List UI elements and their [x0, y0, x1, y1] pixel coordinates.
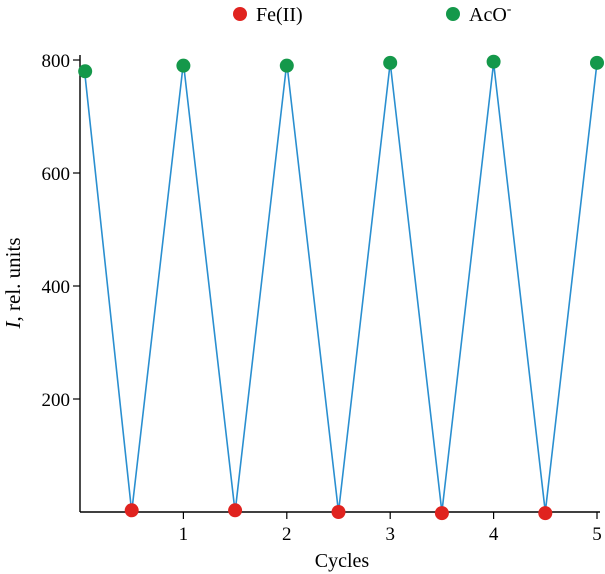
point-aco	[486, 54, 501, 69]
point-fe-ii	[331, 505, 346, 519]
x-tick-label: 1	[179, 524, 189, 545]
point-aco	[590, 55, 604, 70]
legend-superscript: -	[507, 2, 512, 17]
cycle-line	[84, 62, 598, 513]
y-tick-label: 600	[42, 164, 71, 185]
point-fe-ii	[538, 506, 553, 521]
y-tick-label: 400	[42, 277, 71, 298]
y-tick-label: 200	[42, 390, 71, 411]
y-axis-label-italic: I	[1, 321, 25, 330]
point-fe-ii	[228, 503, 243, 518]
point-fe-ii	[434, 506, 449, 521]
point-aco	[78, 64, 93, 79]
legend-label-aco: AcO-	[469, 2, 512, 26]
x-tick-label: 5	[592, 524, 602, 545]
x-tick-label: 4	[489, 524, 499, 545]
legend-marker-aco	[446, 7, 460, 21]
point-aco	[279, 58, 294, 73]
legend-marker-fe-ii	[233, 7, 247, 21]
point-aco	[383, 55, 398, 70]
y-tick-label: 800	[42, 51, 71, 72]
x-tick-label: 3	[385, 524, 395, 545]
legend-label-fe-ii: Fe(II)	[256, 4, 303, 26]
ticks: 1 2 3 4 5 200 400 600 800	[42, 51, 602, 545]
series-line-group	[84, 62, 598, 513]
legend: Fe(II) AcO-	[233, 2, 512, 26]
point-fe-ii	[124, 503, 139, 518]
y-axis-label-rest: , rel. units	[1, 238, 25, 322]
points-group	[78, 54, 604, 521]
point-aco	[176, 58, 191, 73]
x-tick-label: 2	[282, 524, 292, 545]
y-axis-label: I, rel. units	[1, 238, 25, 330]
x-axis-label: Cycles	[315, 550, 370, 572]
